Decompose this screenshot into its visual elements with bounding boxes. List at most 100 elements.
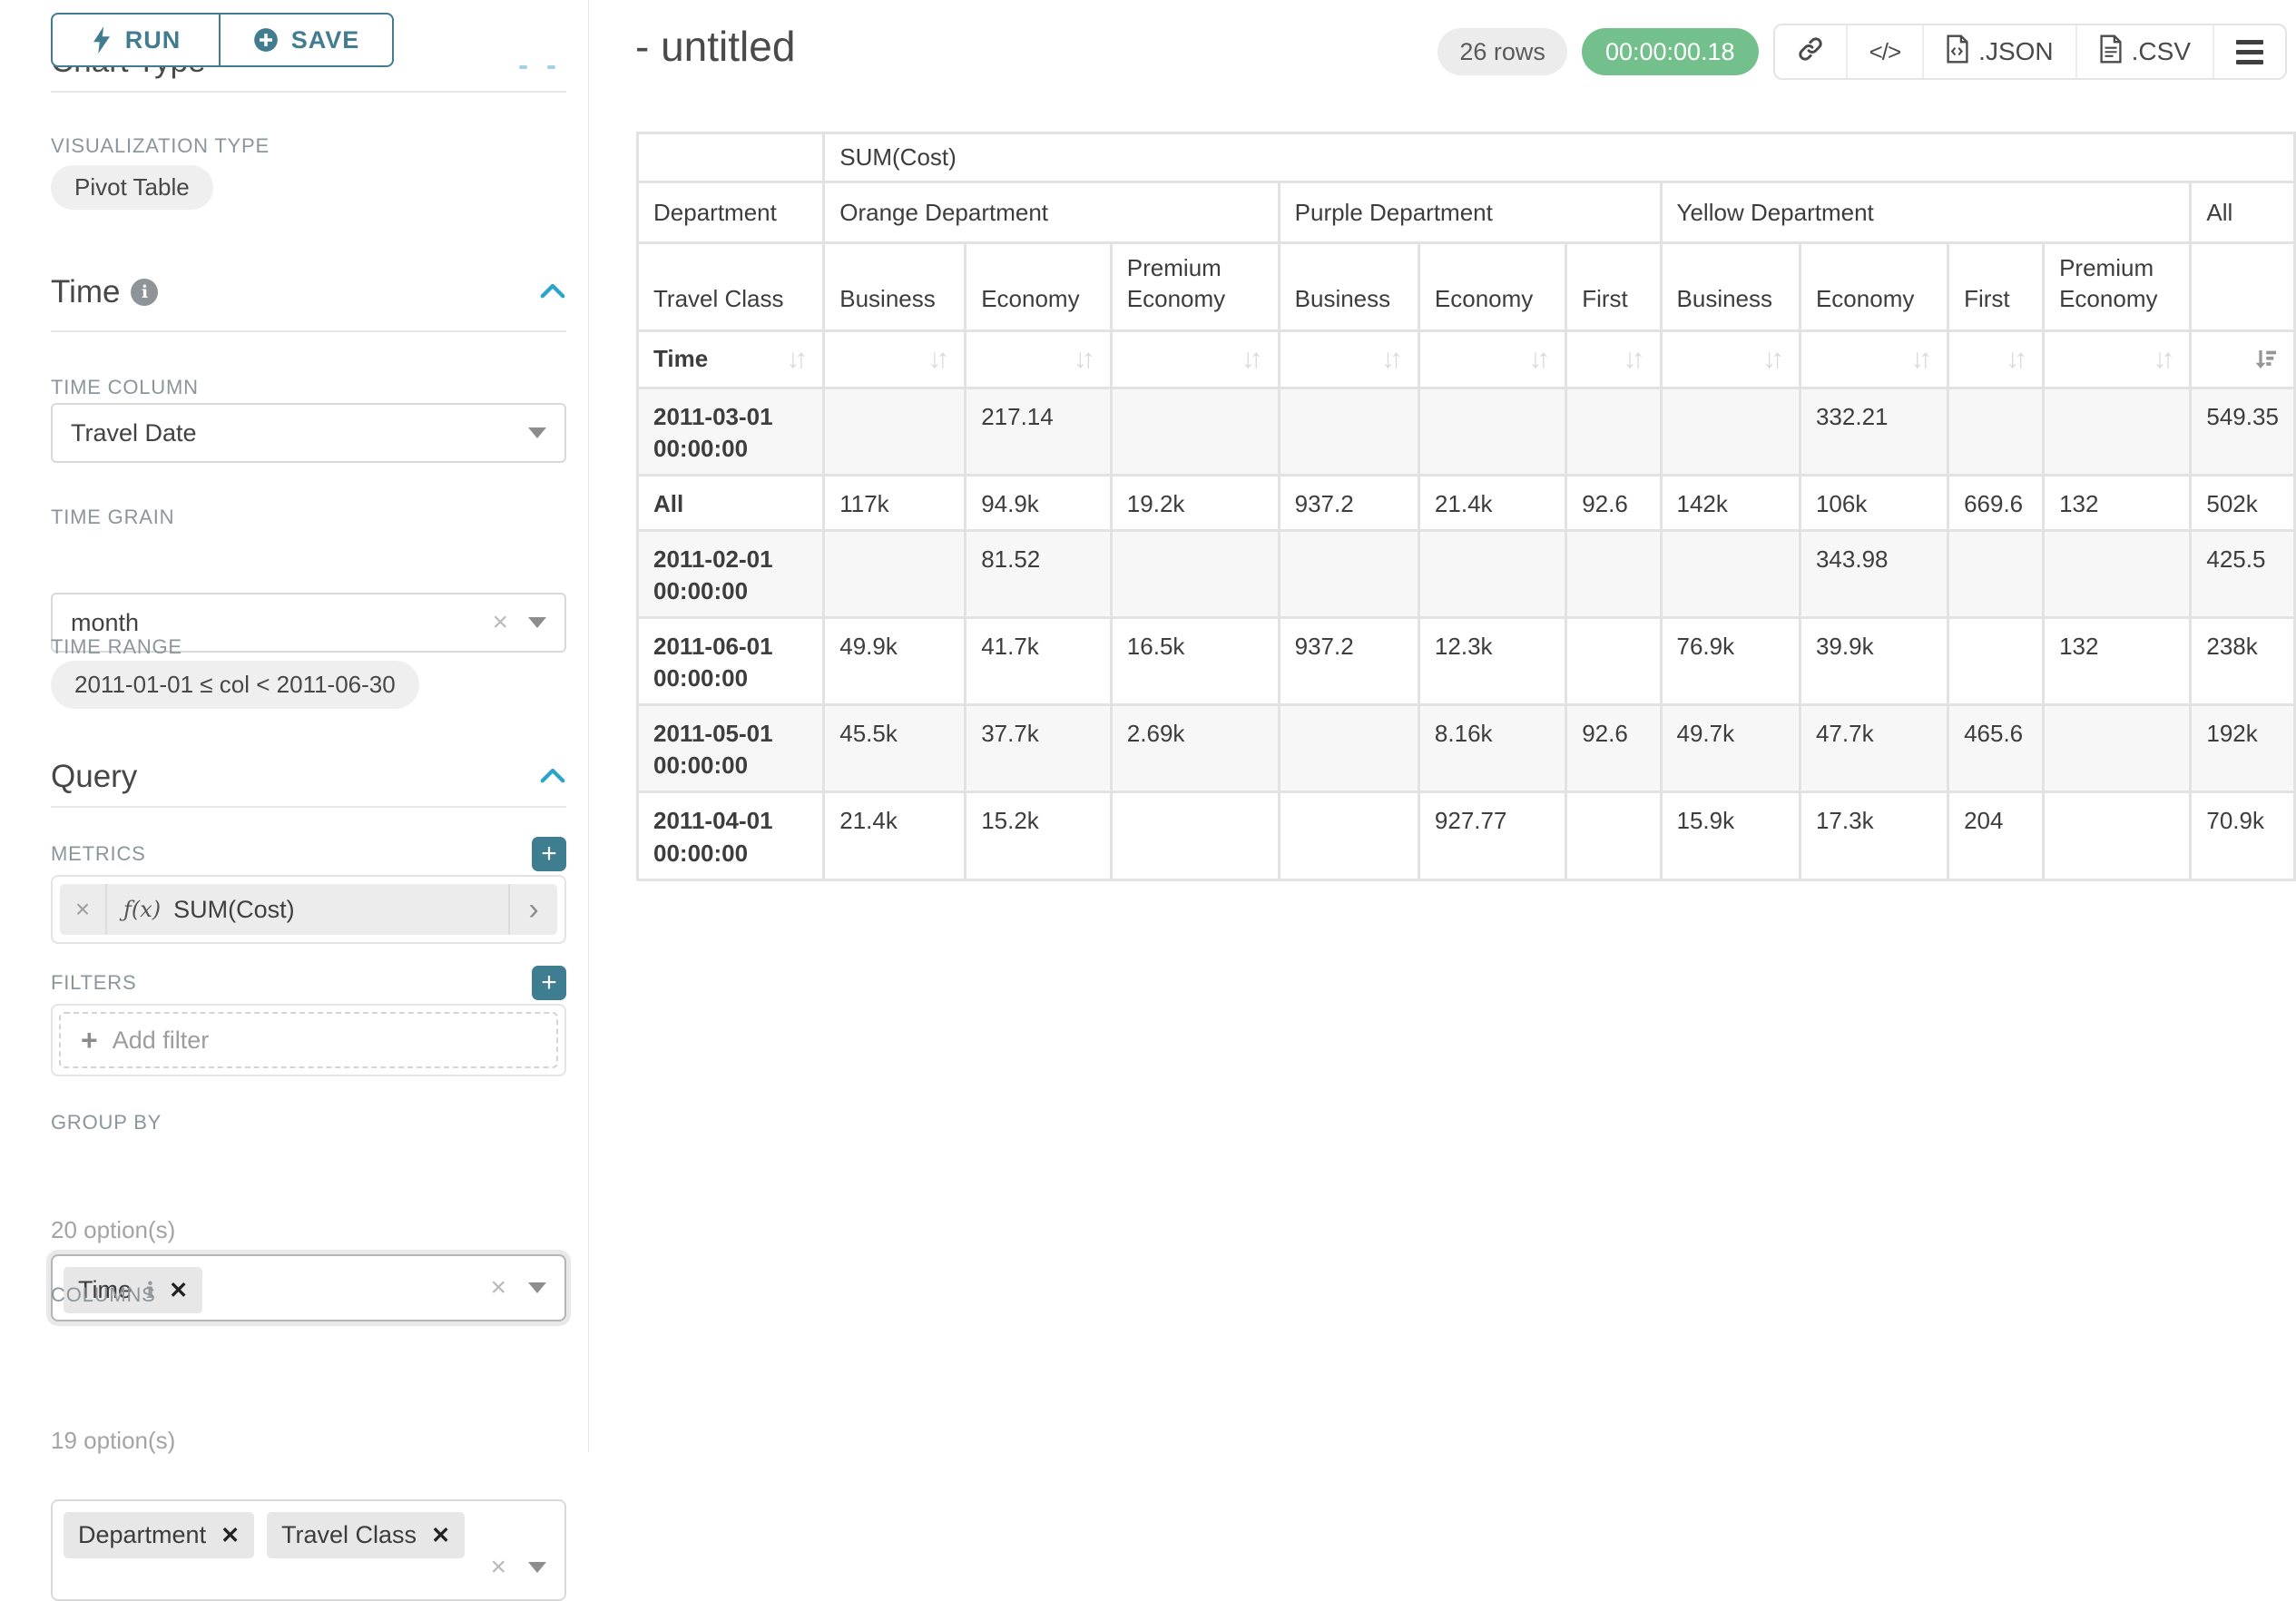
department-group-cell: Yellow Department <box>1662 183 2190 241</box>
time-cell: 2011-06-01 00:00:00 <box>639 619 823 704</box>
sort-cell[interactable]: ↓↑ <box>1949 331 2043 387</box>
sort-cell[interactable]: ↓↑ <box>1662 331 1799 387</box>
department-group-cell: Purple Department <box>1280 183 1660 241</box>
caret-down-icon[interactable] <box>528 427 546 438</box>
table-row: 2011-04-01 00:00:00 21.4k 15.2k 927.77 15.9k… <box>639 793 2293 879</box>
time-grain-select[interactable]: month × <box>51 593 566 653</box>
metric-value: SUM(Cost) <box>173 895 295 923</box>
caret-down-icon[interactable] <box>528 1562 546 1573</box>
sort-toggle-icon: ↓↑ <box>2006 343 2027 374</box>
toolbar-export-csv[interactable]: .CSV <box>2075 25 2213 78</box>
clear-icon[interactable]: × <box>490 1552 506 1582</box>
sort-toggle-icon: ↓↑ <box>786 343 808 374</box>
toolbar-export-json[interactable]: .JSON <box>1922 25 2075 78</box>
chevron-right-icon[interactable]: › <box>508 884 557 935</box>
time-sort-cell[interactable]: Time ↓↑ <box>639 331 823 387</box>
value-cell: 937.2 <box>1280 476 1418 529</box>
chart-title[interactable]: - untitled <box>635 23 796 70</box>
pivot-table-container: SUM(Cost) Department Orange Department Purp… <box>636 132 2296 881</box>
visualization-type-value[interactable]: Pivot Table <box>51 165 213 210</box>
clear-icon[interactable]: × <box>492 607 508 637</box>
remove-chip-icon[interactable]: ✕ <box>221 1522 240 1548</box>
chevron-up-icon[interactable] <box>539 280 566 305</box>
time-column-label: TIME COLUMN <box>51 376 199 398</box>
toolbar-embed-code[interactable]: </> <box>1845 25 1923 78</box>
sort-toggle-icon: ↓↑ <box>927 343 949 374</box>
metric-pill[interactable]: × ƒ(x) SUM(Cost) › <box>60 884 557 935</box>
metrics-label: METRICS <box>51 842 146 865</box>
sort-cell[interactable]: ↓↑ <box>1112 331 1278 387</box>
panel-resize-handle[interactable] <box>519 65 555 69</box>
selected-option-chip[interactable]: Travel Class ✕ <box>267 1512 466 1558</box>
selected-option-chip[interactable]: Time i ✕ <box>64 1267 203 1313</box>
value-cell: 204 <box>1949 793 2043 879</box>
travel-class-cell: First <box>1567 244 1660 329</box>
toolbar-share-link[interactable] <box>1775 25 1846 78</box>
chevron-up-icon[interactable] <box>539 765 566 790</box>
sort-header-row: Time ↓↑ ↓↑ ↓↑ ↓↑ ↓↑ ↓↑ ↓↑ ↓↑ ↓↑ ↓↑ ↓↑ <box>639 331 2293 387</box>
value-cell <box>1112 388 1278 474</box>
sort-cell[interactable]: ↓↑ <box>2045 331 2190 387</box>
value-cell <box>1567 531 1660 617</box>
group-by-select[interactable]: Time i ✕ × <box>51 1254 566 1321</box>
value-cell <box>1280 793 1418 879</box>
caret-down-icon[interactable] <box>528 1282 546 1293</box>
value-cell <box>1280 388 1418 474</box>
travel-class-cell: Business <box>825 244 965 329</box>
add-filter-plus-button[interactable]: + <box>532 966 566 1000</box>
caret-down-icon[interactable] <box>528 617 546 628</box>
value-cell: 39.9k <box>1800 619 1948 704</box>
remove-metric-icon[interactable]: × <box>60 884 107 935</box>
value-cell: 217.14 <box>966 388 1110 474</box>
value-cell <box>1567 619 1660 704</box>
clear-icon[interactable]: × <box>490 1272 506 1302</box>
add-filter-button[interactable]: + Add filter <box>59 1012 558 1068</box>
sort-cell[interactable]: ↓↑ <box>1419 331 1565 387</box>
time-range-value[interactable]: 2011-01-01 ≤ col < 2011-06-30 <box>51 661 419 709</box>
value-cell: 465.6 <box>1949 706 2043 791</box>
sort-cell[interactable]: ↓↑ <box>825 331 965 387</box>
sort-cell[interactable]: ↓↑ <box>1567 331 1660 387</box>
value-cell: 70.9k <box>2192 793 2293 879</box>
visualization-type-label: VISUALIZATION TYPE <box>51 134 270 157</box>
control-panel: Chart Type RUN SAVE VISUALIZATION TYPE P… <box>0 0 589 1601</box>
time-cell: 2011-03-01 00:00:00 <box>639 388 823 474</box>
time-column-select[interactable]: Travel Date <box>51 403 566 463</box>
sort-toggle-icon: ↓↑ <box>1623 343 1645 374</box>
divider <box>51 91 566 93</box>
columns-options-hint: 19 option(s) <box>51 1427 176 1454</box>
sort-toggle-icon: ↓↑ <box>2153 343 2174 374</box>
columns-select[interactable]: Department ✕ Travel Class ✕ × <box>51 1499 566 1601</box>
value-cell: 92.6 <box>1567 476 1660 529</box>
sort-desc-icon <box>2252 346 2279 373</box>
sort-toggle-icon: ↓↑ <box>1761 343 1784 374</box>
sort-cell[interactable]: ↓↑ <box>1280 331 1418 387</box>
remove-chip-icon[interactable]: ✕ <box>431 1522 451 1548</box>
add-metric-button[interactable]: + <box>532 837 566 871</box>
value-cell: 49.9k <box>825 619 965 704</box>
sort-cell[interactable]: ↓↑ <box>966 331 1110 387</box>
group-by-options-hint: 20 option(s) <box>51 1216 176 1243</box>
time-column-value: Travel Date <box>71 418 197 447</box>
value-cell <box>1949 619 2043 704</box>
value-cell: 94.9k <box>966 476 1110 529</box>
save-button[interactable]: SAVE <box>220 13 394 67</box>
remove-chip-icon[interactable]: ✕ <box>169 1277 189 1303</box>
department-group-cell: Orange Department <box>825 183 1278 241</box>
run-button[interactable]: RUN <box>51 13 220 67</box>
value-cell <box>1949 388 2043 474</box>
selected-option-chip[interactable]: Department ✕ <box>64 1512 255 1558</box>
travel-class-cell <box>2192 244 2293 329</box>
time-range-label: TIME RANGE <box>51 635 182 658</box>
value-cell <box>2045 388 2190 474</box>
sort-cell[interactable]: ↓↑ <box>1800 331 1948 387</box>
value-cell: 425.5 <box>2192 531 2293 617</box>
value-cell: 16.5k <box>1112 619 1278 704</box>
chart-header-controls: 26 rows 00:00:00.18 </> .JSON .CSV <box>1437 24 2287 80</box>
travel-class-cell: Business <box>1662 244 1799 329</box>
info-icon: i <box>146 1277 155 1303</box>
toolbar-menu[interactable] <box>2213 25 2285 78</box>
chip-label: Travel Class <box>281 1521 417 1548</box>
value-cell <box>1419 388 1565 474</box>
sort-cell-active[interactable] <box>2192 331 2293 387</box>
